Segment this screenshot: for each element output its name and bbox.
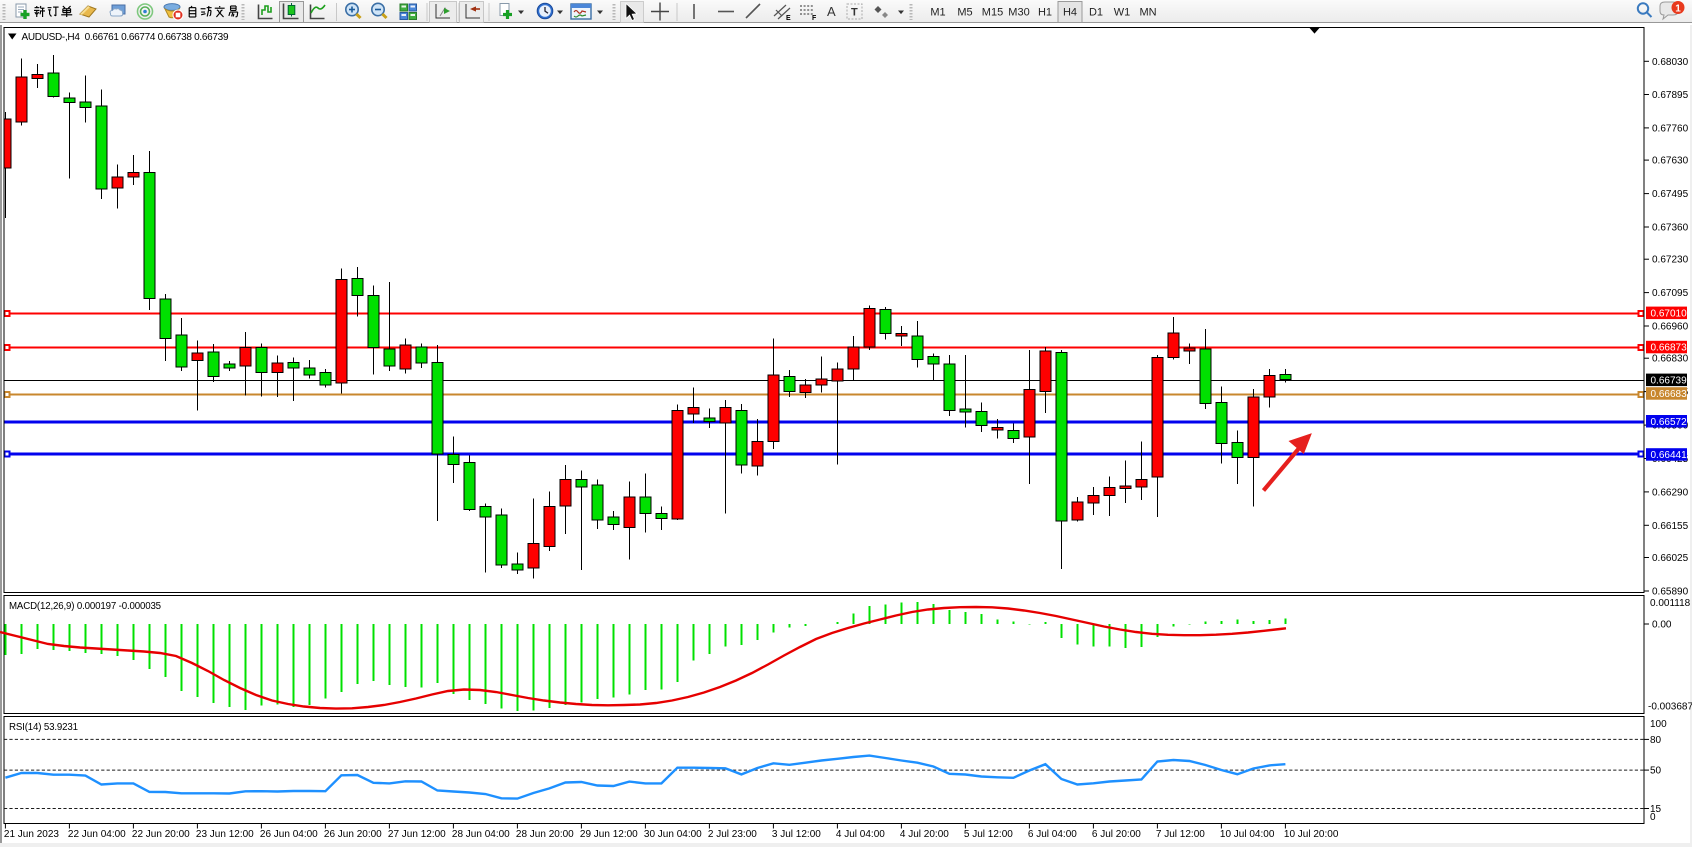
svg-text:15: 15 — [1650, 804, 1662, 815]
svg-text:6 Jul 20:00: 6 Jul 20:00 — [1092, 829, 1141, 840]
svg-text:0.66830: 0.66830 — [1652, 354, 1689, 365]
svg-text:W1: W1 — [1114, 7, 1131, 19]
svg-text:M30: M30 — [1008, 7, 1029, 19]
svg-text:26 Jun 20:00: 26 Jun 20:00 — [324, 829, 382, 840]
svg-text:0.001118: 0.001118 — [1650, 598, 1691, 609]
svg-text:H1: H1 — [1038, 7, 1052, 19]
svg-text:-0.003687: -0.003687 — [1648, 702, 1692, 713]
svg-text:28 Jun 04:00: 28 Jun 04:00 — [452, 829, 510, 840]
svg-text:M5: M5 — [957, 7, 972, 19]
svg-text:30 Jun 04:00: 30 Jun 04:00 — [644, 829, 702, 840]
svg-text:0.67095: 0.67095 — [1652, 288, 1689, 299]
svg-text:10 Jul 20:00: 10 Jul 20:00 — [1284, 829, 1339, 840]
svg-text:2 Jul 23:00: 2 Jul 23:00 — [708, 829, 757, 840]
svg-text:0.66025: 0.66025 — [1652, 553, 1689, 564]
svg-text:5 Jul 12:00: 5 Jul 12:00 — [964, 829, 1013, 840]
svg-text:0.00: 0.00 — [1652, 620, 1672, 631]
svg-text:1: 1 — [1675, 3, 1681, 14]
svg-text:26 Jun 04:00: 26 Jun 04:00 — [260, 829, 318, 840]
svg-text:0.67010: 0.67010 — [1651, 308, 1688, 319]
svg-text:T: T — [851, 7, 858, 19]
svg-text:0.66290: 0.66290 — [1652, 487, 1689, 498]
svg-text:M15: M15 — [982, 7, 1003, 19]
svg-text:0.67360: 0.67360 — [1652, 223, 1689, 234]
svg-text:0.67630: 0.67630 — [1652, 156, 1689, 167]
svg-text:M1: M1 — [930, 7, 945, 19]
svg-text:0.66572: 0.66572 — [1651, 417, 1688, 428]
svg-text:AUDUSD-,H4 0.66761 0.66774 0.: AUDUSD-,H4 0.66761 0.66774 0.66738 0.667… — [22, 32, 229, 43]
svg-text:MN: MN — [1139, 7, 1156, 19]
svg-text:RSI(14) 53.9231: RSI(14) 53.9231 — [9, 722, 78, 733]
svg-text:E: E — [786, 15, 791, 22]
svg-text:0.67495: 0.67495 — [1652, 189, 1689, 200]
svg-text:0.66960: 0.66960 — [1652, 322, 1689, 333]
svg-text:50: 50 — [1650, 766, 1662, 777]
svg-text:0.67895: 0.67895 — [1652, 90, 1689, 101]
svg-text:F: F — [812, 15, 817, 22]
svg-text:28 Jun 20:00: 28 Jun 20:00 — [516, 829, 574, 840]
svg-text:80: 80 — [1650, 735, 1662, 746]
svg-text:MACD(12,26,9) 0.000197 -0.0000: MACD(12,26,9) 0.000197 -0.000035 — [9, 601, 161, 612]
svg-text:3 Jul 12:00: 3 Jul 12:00 — [772, 829, 821, 840]
svg-text:27 Jun 12:00: 27 Jun 12:00 — [388, 829, 446, 840]
svg-text:10 Jul 04:00: 10 Jul 04:00 — [1220, 829, 1275, 840]
svg-text:4 Jul 04:00: 4 Jul 04:00 — [836, 829, 885, 840]
svg-text:100: 100 — [1650, 719, 1667, 730]
svg-text:29 Jun 12:00: 29 Jun 12:00 — [580, 829, 638, 840]
svg-text:0.66441: 0.66441 — [1651, 450, 1688, 461]
svg-text:22 Jun 20:00: 22 Jun 20:00 — [132, 829, 190, 840]
svg-text:23 Jun 12:00: 23 Jun 12:00 — [196, 829, 254, 840]
svg-text:0.66873: 0.66873 — [1651, 343, 1688, 354]
svg-text:0.67230: 0.67230 — [1652, 255, 1689, 266]
svg-text:0: 0 — [1650, 812, 1656, 823]
svg-text:0.68030: 0.68030 — [1652, 57, 1689, 68]
svg-text:D1: D1 — [1089, 7, 1103, 19]
svg-text:6 Jul 04:00: 6 Jul 04:00 — [1028, 829, 1077, 840]
svg-text:0.66739: 0.66739 — [1651, 375, 1688, 386]
svg-text:21 Jun 2023: 21 Jun 2023 — [4, 829, 59, 840]
svg-text:0.66155: 0.66155 — [1652, 521, 1689, 532]
svg-text:4 Jul 20:00: 4 Jul 20:00 — [900, 829, 949, 840]
svg-text:22 Jun 04:00: 22 Jun 04:00 — [68, 829, 126, 840]
svg-text:0.65890: 0.65890 — [1652, 587, 1689, 598]
svg-text:7 Jul 12:00: 7 Jul 12:00 — [1156, 829, 1205, 840]
svg-text:A: A — [827, 4, 836, 19]
svg-text:H4: H4 — [1063, 7, 1077, 19]
svg-text:0.66683: 0.66683 — [1651, 389, 1688, 400]
svg-text:0.67760: 0.67760 — [1652, 123, 1689, 134]
